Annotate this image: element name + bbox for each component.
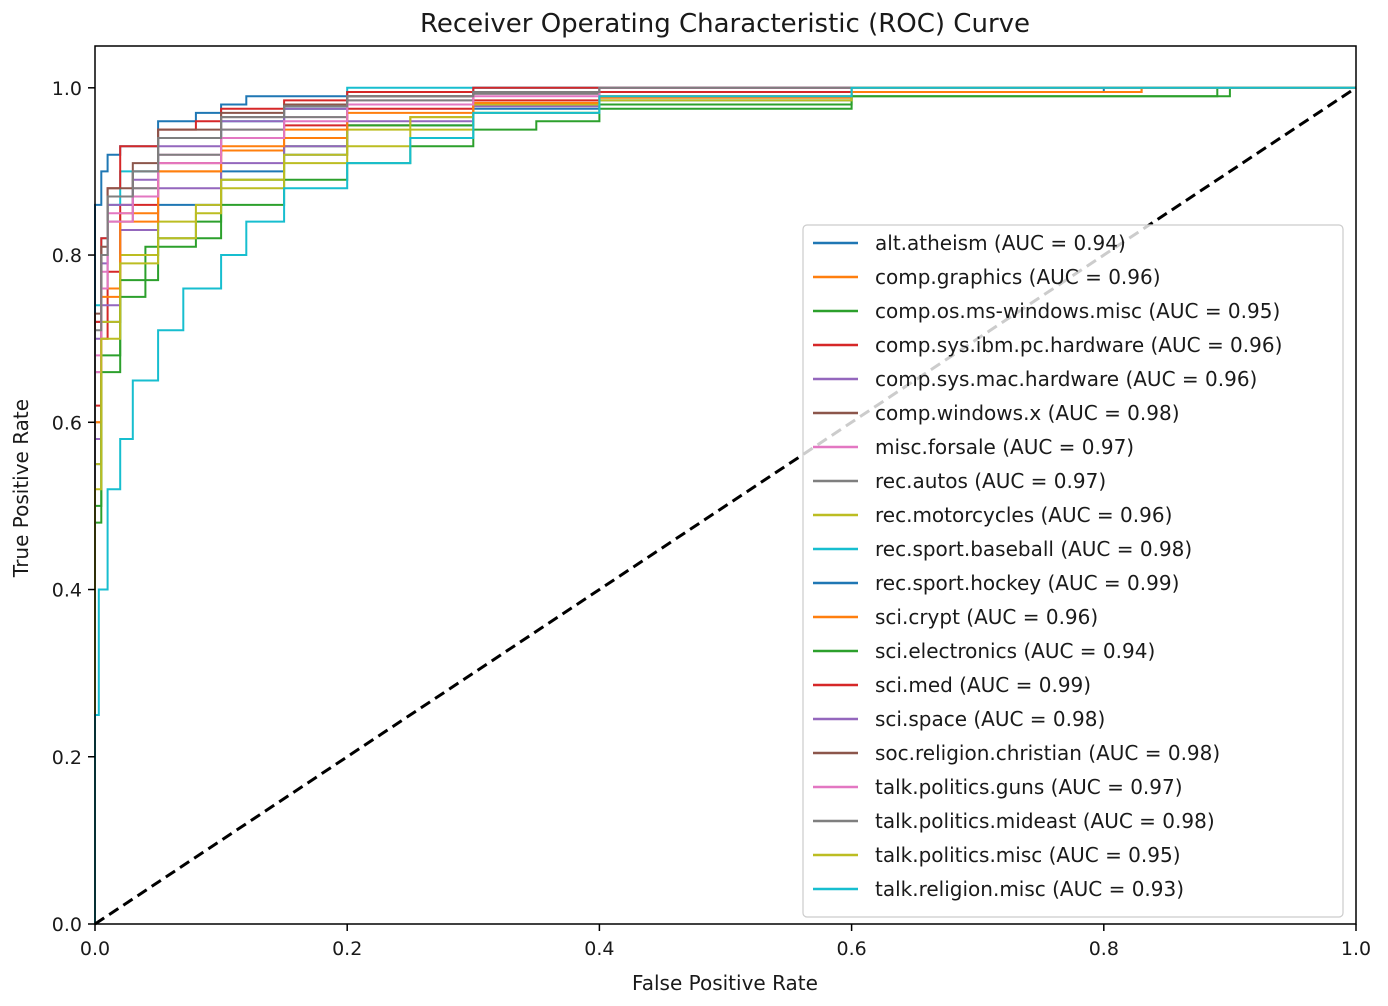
plot-frame [94, 45, 1357, 925]
x-axis-label: False Positive Rate [632, 971, 818, 995]
legend-label: alt.atheism (AUC = 0.94) [875, 231, 1126, 255]
legend-label: talk.politics.misc (AUC = 0.95) [875, 843, 1181, 867]
legend-label: sci.med (AUC = 0.99) [875, 673, 1091, 697]
x-tick-label: 1.0 [1341, 938, 1371, 960]
x-tick-label: 0.2 [332, 938, 362, 960]
roc-curves [94, 86, 1356, 924]
y-tick-label: 0.2 [52, 747, 82, 769]
legend-label: comp.windows.x (AUC = 0.98) [875, 401, 1180, 425]
x-tick-label: 0.4 [584, 938, 614, 960]
legend-label: comp.sys.ibm.pc.hardware (AUC = 0.96) [875, 333, 1282, 357]
roc-curve-17 [94, 86, 1356, 924]
legend-box [802, 224, 1344, 918]
y-axis-ticks: 0.0 0.2 0.4 0.6 0.8 1.0 [52, 78, 95, 936]
legend-label: talk.religion.misc (AUC = 0.93) [875, 877, 1184, 901]
y-tick-label: 1.0 [52, 78, 82, 100]
legend-label: rec.sport.hockey (AUC = 0.99) [875, 571, 1179, 595]
y-tick-label: 0.6 [52, 412, 82, 434]
legend-label: rec.autos (AUC = 0.97) [875, 469, 1106, 493]
y-tick-label: 0.8 [52, 245, 82, 267]
x-tick-label: 0.8 [1089, 938, 1119, 960]
x-tick-label: 0.0 [80, 938, 110, 960]
legend-label: talk.politics.guns (AUC = 0.97) [875, 775, 1183, 799]
legend-label: talk.politics.mideast (AUC = 0.98) [875, 809, 1215, 833]
legend-label: sci.electronics (AUC = 0.94) [875, 639, 1155, 663]
legend-label: sci.crypt (AUC = 0.96) [875, 605, 1098, 629]
legend: alt.atheism (AUC = 0.94) comp.graphics (A… [802, 224, 1344, 918]
x-tick-label: 0.6 [836, 938, 866, 960]
legend-label: rec.motorcycles (AUC = 0.96) [875, 503, 1172, 527]
legend-label: rec.sport.baseball (AUC = 0.98) [875, 537, 1192, 561]
legend-label: comp.graphics (AUC = 0.96) [875, 265, 1161, 289]
roc-curve-18 [94, 86, 1356, 924]
legend-label: comp.sys.mac.hardware (AUC = 0.96) [875, 367, 1257, 391]
x-axis-ticks: 0.0 0.2 0.4 0.6 0.8 1.0 [80, 924, 1371, 960]
legend-label: misc.forsale (AUC = 0.97) [875, 435, 1134, 459]
roc-curve-14 [94, 86, 1356, 924]
chart-title: Receiver Operating Characteristic (ROC) … [420, 9, 1030, 39]
legend-label: soc.religion.christian (AUC = 0.98) [875, 741, 1220, 765]
legend-label: comp.os.ms-windows.misc (AUC = 0.95) [875, 299, 1280, 323]
legend-label: sci.space (AUC = 0.98) [875, 707, 1105, 731]
y-tick-label: 0.0 [52, 914, 82, 936]
y-axis-label: True Positive Rate [9, 399, 33, 578]
roc-curve-20 [94, 86, 1356, 924]
y-tick-label: 0.4 [52, 580, 82, 602]
